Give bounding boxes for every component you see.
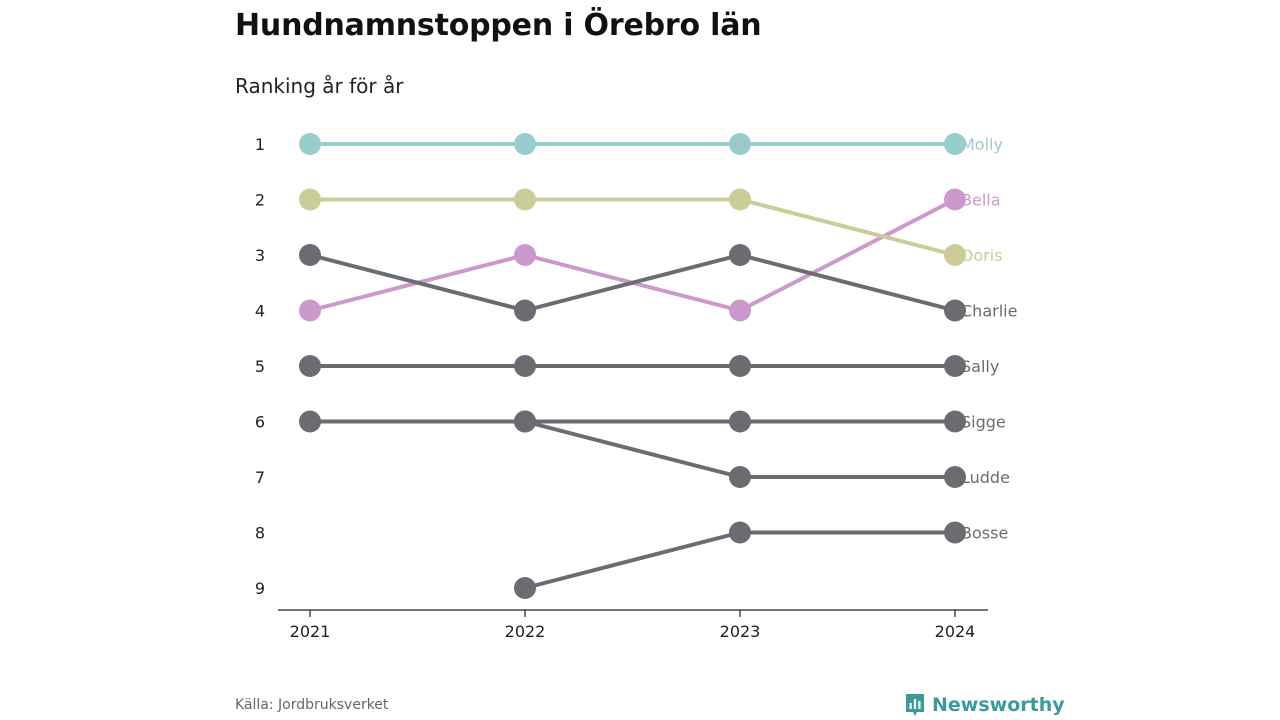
series-point-molly — [944, 133, 966, 155]
y-tick-label: 4 — [255, 302, 265, 321]
x-tick-label: 2023 — [720, 622, 761, 641]
brand-name: Newsworthy — [932, 694, 1065, 716]
series-point-bella — [729, 299, 751, 322]
y-tick-label: 3 — [255, 246, 265, 265]
series-line-doris — [308, 197, 957, 257]
series-label-molly: Molly — [961, 135, 1003, 154]
series-label-charlie: Charlie — [961, 302, 1017, 321]
series-point-charlie — [729, 244, 751, 266]
series-point-molly — [729, 133, 751, 155]
source-note: Källa: Jordbruksverket — [235, 697, 389, 713]
series-point-sigge — [944, 410, 966, 433]
x-tick-label: 2022 — [505, 622, 546, 641]
series-point-bella — [299, 299, 321, 322]
series-points — [299, 133, 966, 599]
chart-title: Hundnamnstoppen i Örebro län — [235, 8, 762, 43]
series-point-charlie — [299, 244, 321, 266]
series-point-bosse — [944, 521, 966, 544]
series-point-charlie — [944, 299, 966, 322]
series-line-charlie — [308, 253, 957, 313]
series-point-ludde — [729, 466, 751, 488]
chart-subtitle: Ranking år för år — [235, 74, 404, 98]
x-axis: 2021 2022 2023 2024 — [278, 609, 988, 641]
series-point-molly — [299, 133, 321, 155]
series-point-sally — [944, 355, 966, 377]
series-point-ludde — [514, 410, 536, 433]
series-point-bella — [514, 244, 536, 266]
series-point-bosse — [729, 521, 751, 544]
series-label-ludde: Ludde — [961, 468, 1010, 487]
series-point-sigge — [299, 410, 321, 433]
series-point-molly — [514, 133, 536, 155]
series-point-sally — [514, 355, 536, 377]
series-point-bosse — [514, 577, 536, 599]
y-axis-labels: 1 2 3 4 5 6 7 8 9 — [255, 135, 265, 598]
series-point-doris — [944, 244, 966, 266]
series-label-sigge: Sigge — [961, 413, 1006, 432]
series-point-bella — [944, 188, 966, 211]
series-point-doris — [729, 188, 751, 211]
brand-logo: Newsworthy — [904, 692, 1065, 718]
series-point-doris — [514, 188, 536, 211]
series-label-sally: Sally — [961, 357, 999, 376]
series-point-sally — [729, 355, 751, 377]
x-tick-label: 2024 — [935, 622, 976, 641]
series-line-bella — [308, 197, 957, 313]
newsworthy-logo-icon — [906, 694, 924, 716]
y-tick-label: 7 — [255, 468, 265, 487]
x-tick-label: 2021 — [290, 622, 331, 641]
y-tick-label: 5 — [255, 357, 265, 376]
y-tick-label: 8 — [255, 524, 265, 543]
series-label-doris: Doris — [961, 246, 1002, 265]
y-tick-label: 9 — [255, 579, 265, 598]
y-tick-label: 1 — [255, 135, 265, 154]
series-lines — [308, 142, 957, 590]
series-point-sally — [299, 355, 321, 377]
y-tick-label: 6 — [255, 413, 265, 432]
series-point-doris — [299, 188, 321, 211]
series-label-bosse: Bosse — [961, 524, 1008, 543]
series-point-charlie — [514, 299, 536, 322]
series-point-sigge — [729, 410, 751, 433]
series-end-labels: Molly Bella Doris Charlie Sally Sigge Ludde Bos… — [961, 135, 1017, 543]
series-point-ludde — [944, 466, 966, 488]
y-tick-label: 2 — [255, 191, 265, 210]
series-label-bella: Bella — [961, 191, 1001, 210]
